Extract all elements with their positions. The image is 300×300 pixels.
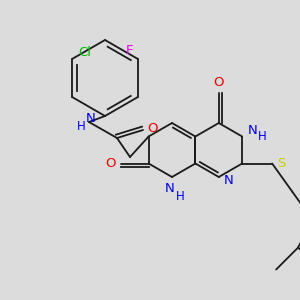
Text: O: O [214, 76, 224, 89]
Text: H: H [76, 121, 85, 134]
Text: N: N [165, 182, 175, 196]
Text: H: H [258, 130, 266, 143]
Text: S: S [277, 157, 285, 170]
Text: F: F [126, 44, 134, 58]
Text: O: O [147, 122, 157, 134]
Text: N: N [224, 173, 234, 187]
Text: O: O [105, 157, 116, 170]
Text: N: N [86, 112, 96, 125]
Text: H: H [176, 190, 184, 202]
Text: Cl: Cl [79, 46, 92, 59]
Text: N: N [247, 124, 257, 137]
